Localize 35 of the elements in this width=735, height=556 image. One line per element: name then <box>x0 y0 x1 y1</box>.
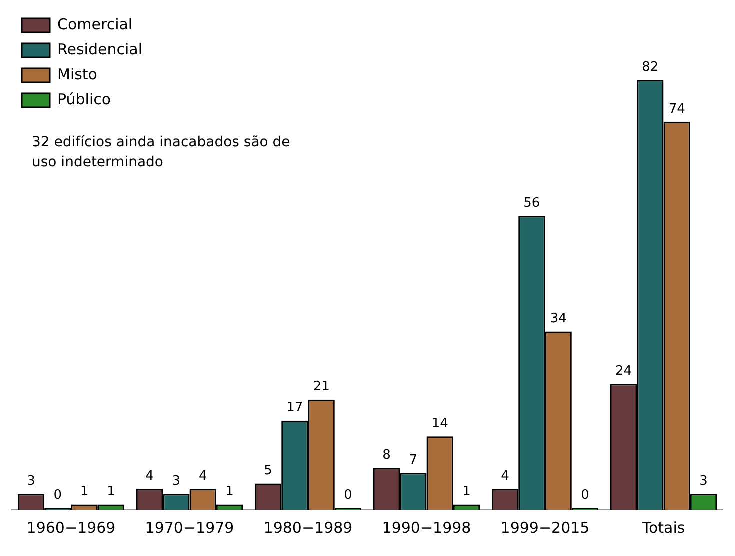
data-label: 14 <box>432 416 448 432</box>
data-label: 34 <box>550 312 567 327</box>
data-label: 8 <box>382 448 391 463</box>
data-label: 74 <box>668 102 686 117</box>
data-label: 3 <box>172 474 181 490</box>
x-tick-label: 1999−2015 <box>500 518 590 537</box>
data-label: 3 <box>27 474 36 490</box>
data-label: 1 <box>107 484 116 500</box>
legend-label: Misto <box>58 65 98 84</box>
data-label: 1 <box>462 484 471 500</box>
data-label: 4 <box>146 468 154 484</box>
data-label: 4 <box>198 468 208 484</box>
data-label: 0 <box>54 488 62 503</box>
data-label: 5 <box>264 464 272 479</box>
legend-label: Público <box>58 90 112 108</box>
data-label: 24 <box>615 364 632 380</box>
data-label: 21 <box>313 380 330 395</box>
x-tick-label: Totais <box>641 518 686 537</box>
data-label: 3 <box>700 474 708 490</box>
legend-label: Residencial <box>58 40 142 58</box>
data-label: 1 <box>80 484 89 500</box>
x-tick-label: 1960−1969 <box>26 518 116 537</box>
data-label: 17 <box>286 400 304 416</box>
legend-label: Comercial <box>58 15 133 34</box>
data-label: 4 <box>501 468 510 484</box>
data-label: 7 <box>409 453 418 468</box>
data-label: 82 <box>642 60 659 75</box>
x-tick-label: 1990−1998 <box>382 518 472 537</box>
x-tick-label: 1980−1989 <box>264 518 353 537</box>
data-label: 56 <box>524 196 540 212</box>
x-tick-label: 1970−1979 <box>145 518 234 537</box>
data-label: 1 <box>226 484 234 500</box>
data-label: 0 <box>344 488 352 503</box>
annotation: 32 edifícios ainda inacabados são de uso indeterminado <box>32 134 290 171</box>
data-label: 0 <box>581 488 590 503</box>
